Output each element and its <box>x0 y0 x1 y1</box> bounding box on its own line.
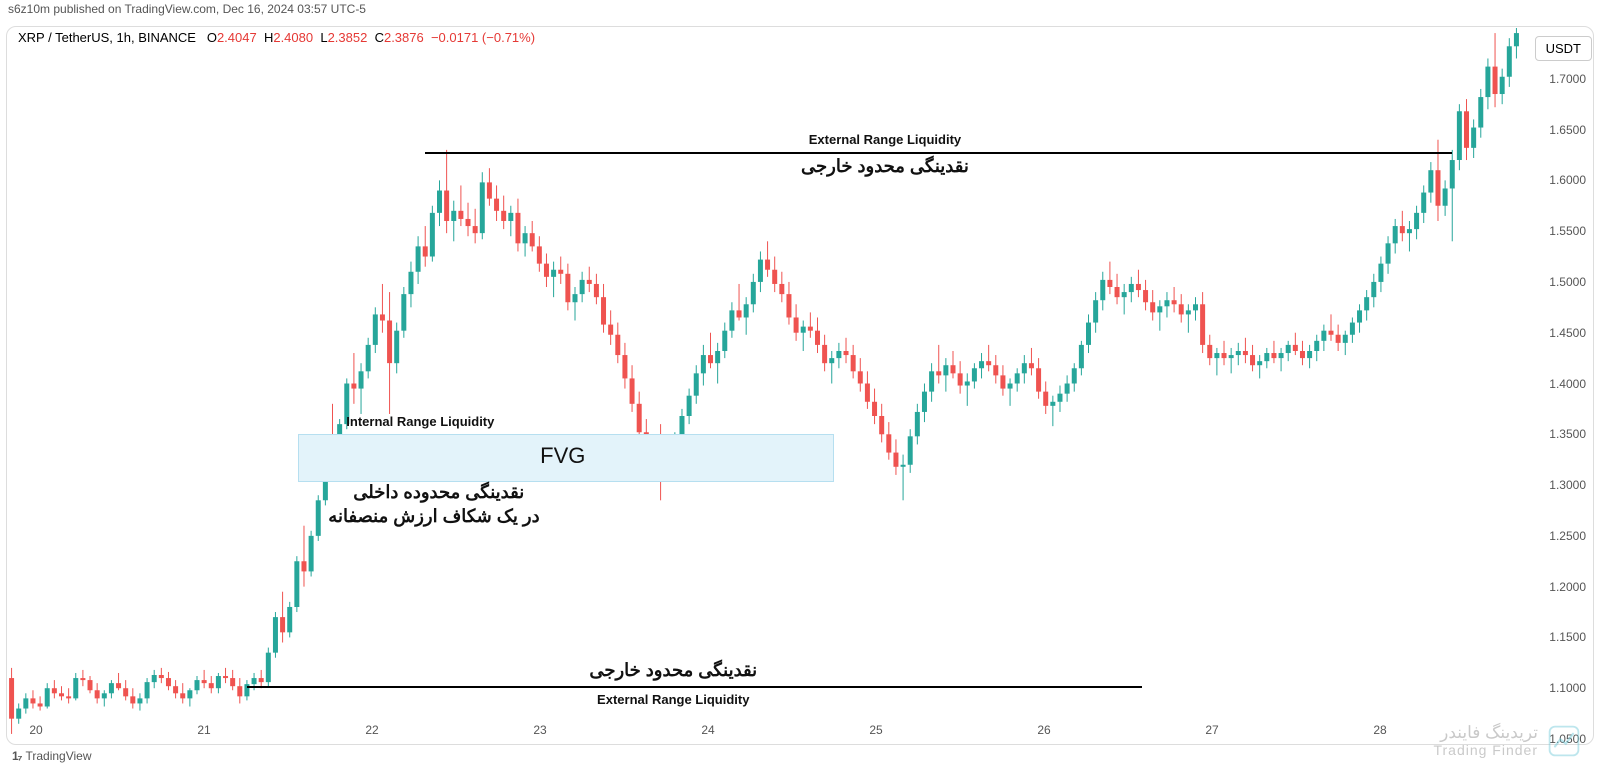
x-axis: 20 21 22 23 24 25 26 27 28 <box>8 723 1520 741</box>
y-tick: 1.6500 <box>1549 123 1586 137</box>
external-bottom-label-fa: نقدینگی محدود خارجی <box>553 660 793 681</box>
brand-fa: تریدینگ فایندر <box>1433 724 1538 743</box>
y-tick: 1.1500 <box>1549 630 1586 644</box>
y-tick: 1.1000 <box>1549 681 1586 695</box>
x-tick: 22 <box>365 723 378 737</box>
external-bottom-line <box>247 686 1142 688</box>
external-top-label-fa: نقدینگی محدود خارجی <box>765 156 1005 177</box>
fvg-label: FVG <box>540 443 585 469</box>
y-tick: 1.3000 <box>1549 478 1586 492</box>
brand-en: Trading Finder <box>1433 743 1538 758</box>
tv-icon: 1₇ <box>12 749 21 763</box>
y-tick: 1.7000 <box>1549 72 1586 86</box>
fvg-label-fa2: در یک شکاف ارزش منصفانه <box>328 506 539 527</box>
fvg-label-fa1: نقدینگی محدوده داخلی <box>353 482 524 503</box>
x-tick: 20 <box>29 723 42 737</box>
y-tick: 1.5000 <box>1549 275 1586 289</box>
y-tick: 1.2500 <box>1549 529 1586 543</box>
x-tick: 26 <box>1037 723 1050 737</box>
y-tick: 1.2000 <box>1549 580 1586 594</box>
fvg-label-en: Internal Range Liquidity <box>346 414 494 429</box>
x-tick: 24 <box>701 723 714 737</box>
tradingview-logo: 1₇ TradingView <box>12 749 92 763</box>
y-axis: 1.05001.10001.15001.20001.25001.30001.35… <box>1522 28 1592 729</box>
external-bottom-label-en: External Range Liquidity <box>553 692 793 707</box>
y-tick: 1.6000 <box>1549 173 1586 187</box>
x-tick: 28 <box>1373 723 1386 737</box>
x-tick: 21 <box>197 723 210 737</box>
x-tick: 23 <box>533 723 546 737</box>
publish-info: s6z10m published on TradingView.com, Dec… <box>8 2 366 16</box>
y-tick: 1.3500 <box>1549 427 1586 441</box>
brand-watermark: تریدینگ فایندر Trading Finder <box>1433 723 1582 759</box>
y-tick: 1.4000 <box>1549 377 1586 391</box>
brand-icon <box>1546 723 1582 759</box>
y-tick: 1.5500 <box>1549 224 1586 238</box>
x-tick: 25 <box>869 723 882 737</box>
x-tick: 27 <box>1205 723 1218 737</box>
tv-text: TradingView <box>25 749 91 763</box>
external-top-line <box>425 152 1452 154</box>
y-tick: 1.4500 <box>1549 326 1586 340</box>
external-top-label-en: External Range Liquidity <box>765 132 1005 147</box>
